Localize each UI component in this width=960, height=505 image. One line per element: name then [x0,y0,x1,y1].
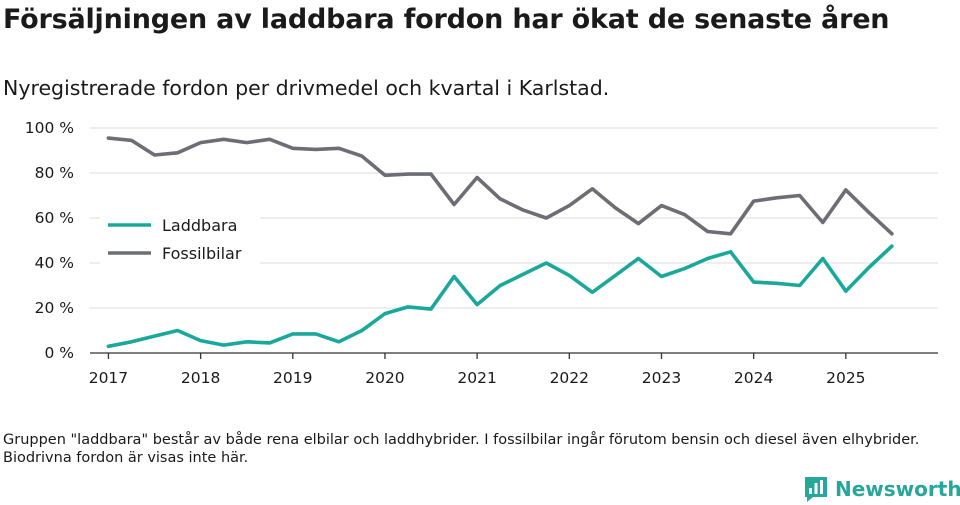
y-tick-label: 100 % [25,119,74,137]
x-tick-label: 2020 [365,369,404,387]
brand-name: Newsworthy [835,477,960,501]
x-tick-label: 2019 [273,369,312,387]
y-tick-label: 0 % [44,344,74,362]
series-line-laddbara [106,244,894,349]
legend: Laddbara Fossilbilar [100,210,260,268]
y-tick-label: 20 % [35,299,74,317]
x-tick-label: 2021 [457,369,496,387]
newsworthy-logo[interactable]: Newsworthy [803,475,960,503]
chart-title: Försäljningen av laddbara fordon har öka… [3,4,890,35]
chart-subtitle: Nyregistrerade fordon per drivmedel och … [3,76,610,100]
x-tick-label: 2018 [181,369,220,387]
x-tick-label: 2017 [89,369,128,387]
series-lines [106,136,894,349]
series-line-fossilbilar [106,136,894,236]
x-tick-label: 2024 [734,369,773,387]
legend-label-laddbara: Laddbara [162,216,237,235]
grid-lines [90,127,938,309]
x-tick-label: 2025 [826,369,865,387]
legend-background [100,210,260,268]
y-tick-label: 80 % [35,164,74,182]
footnote: Gruppen "laddbara" består av både rena e… [3,432,920,466]
line-chart: 0 % 20 % 40 % 60 % 80 % 100 % 2017 2018 2019 202… [25,119,938,387]
bar-chart-logo-icon [805,477,827,502]
x-axis: 2017 2018 2019 2020 2021 2022 2023 2024 2025 [89,352,938,387]
x-tick-label: 2022 [550,369,589,387]
y-tick-label: 40 % [35,254,74,272]
legend-label-fossilbilar: Fossilbilar [162,244,242,263]
x-tick-label: 2023 [642,369,681,387]
y-tick-label: 60 % [35,209,74,227]
y-axis-ticks: 0 % 20 % 40 % 60 % 80 % 100 % [25,119,74,362]
